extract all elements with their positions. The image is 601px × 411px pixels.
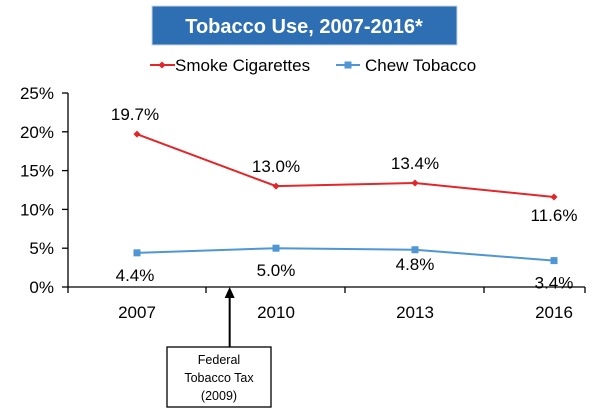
x-tick-label: 2016 (535, 303, 573, 322)
legend-item-chew-tobacco: Chew Tobacco (336, 56, 476, 75)
tax-annotation: Federal Tobacco Tax (2009) (166, 287, 272, 408)
chart-title: Tobacco Use, 2007-2016* (185, 16, 423, 38)
x-tick-label: 2010 (257, 303, 295, 322)
annotation-line-2: Tobacco Tax (184, 371, 254, 385)
data-point-chew-tobacco (550, 257, 558, 265)
legend-label-chew-tobacco: Chew Tobacco (365, 56, 476, 75)
x-tick-label: 2013 (396, 303, 434, 322)
annotation-box (166, 346, 272, 408)
data-point-smoke-cigarettes (550, 193, 558, 201)
x-axis-ticks: 2007 2010 2013 2016 (67, 287, 586, 322)
data-labels: 19.7% 13.0% 13.4% 11.6% 4.4% 5.0% 4.8% 3.4% (111, 105, 578, 292)
data-point-chew-tobacco (133, 249, 141, 257)
y-axis-ticks: 0% 5% 10% 15% 20% 25% (20, 84, 68, 297)
data-label-smoke-cigarettes: 19.7% (111, 105, 159, 124)
data-label-chew-tobacco: 4.4% (116, 266, 155, 285)
series-line-chew-tobacco (136, 247, 555, 262)
data-label-smoke-cigarettes: 11.6% (531, 206, 578, 225)
data-point-smoke-cigarettes (411, 179, 419, 187)
annotation-line-1: Federal (198, 353, 240, 367)
legend-marker-smoke-cigarettes (158, 61, 166, 69)
title-banner (151, 5, 458, 46)
data-label-chew-tobacco: 4.8% (396, 255, 435, 274)
annotation-line-3: (2009) (201, 389, 237, 403)
y-tick-label: 15% (20, 162, 54, 181)
series-layer (133, 130, 558, 265)
x-tick-label: 2007 (118, 303, 156, 322)
data-label-smoke-cigarettes: 13.0% (252, 157, 300, 176)
legend-label-smoke-cigarettes: Smoke Cigarettes (175, 56, 310, 75)
data-label-chew-tobacco: 5.0% (257, 261, 296, 280)
legend-item-smoke-cigarettes: Smoke Cigarettes (150, 56, 310, 75)
series-line-smoke-cigarettes (136, 133, 555, 198)
data-point-chew-tobacco (272, 244, 280, 252)
data-point-chew-tobacco (411, 246, 419, 254)
legend-marker-chew-tobacco (344, 61, 352, 69)
y-tick-label: 5% (29, 239, 54, 258)
data-point-smoke-cigarettes (272, 182, 280, 190)
y-tick-label: 0% (29, 278, 54, 297)
y-tick-label: 20% (20, 123, 54, 142)
data-label-chew-tobacco: 3.4% (535, 274, 574, 293)
annotation-arrow-head (224, 287, 235, 298)
data-label-smoke-cigarettes: 13.4% (391, 154, 439, 173)
data-point-smoke-cigarettes (133, 130, 141, 138)
y-tick-label: 10% (20, 200, 54, 219)
legend: Smoke Cigarettes Chew Tobacco (150, 56, 476, 75)
y-tick-label: 25% (20, 84, 54, 103)
